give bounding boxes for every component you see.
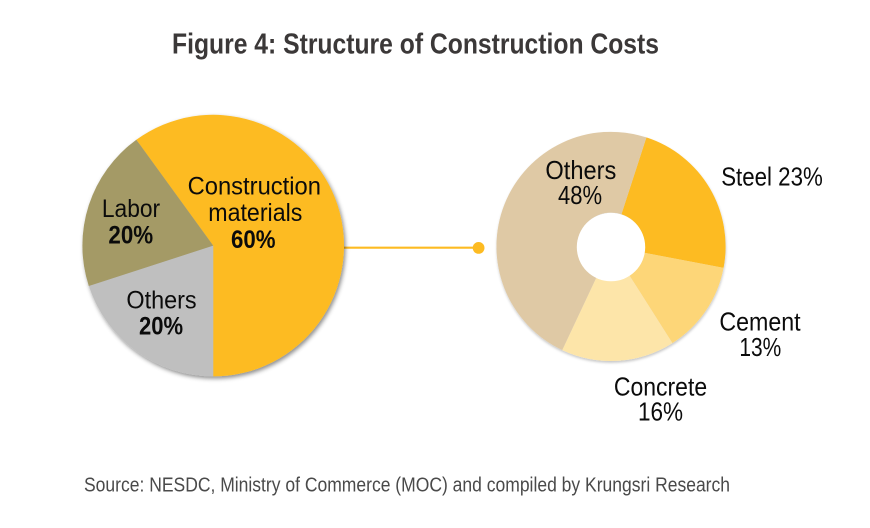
svg-text:13%: 13% (739, 332, 781, 362)
svg-text:Cement: Cement (719, 307, 801, 337)
svg-text:Steel 23%: Steel 23% (721, 162, 823, 192)
svg-text:48%: 48% (558, 180, 602, 210)
svg-text:Others: Others (545, 155, 616, 185)
svg-text:Labor: Labor (102, 195, 160, 223)
svg-text:Source: NESDC, Ministry of Com: Source: NESDC, Ministry of Commerce (MOC… (84, 475, 730, 497)
svg-text:20%: 20% (108, 221, 153, 249)
svg-text:materials: materials (208, 199, 302, 227)
svg-text:Others: Others (126, 286, 196, 314)
svg-text:Figure 4: Structure of Constru: Figure 4: Structure of Construction Cost… (172, 28, 659, 60)
svg-text:16%: 16% (638, 397, 683, 427)
svg-text:Concrete: Concrete (614, 372, 707, 402)
svg-text:20%: 20% (139, 313, 183, 341)
svg-text:Construction: Construction (188, 172, 321, 200)
svg-text:60%: 60% (231, 226, 276, 254)
